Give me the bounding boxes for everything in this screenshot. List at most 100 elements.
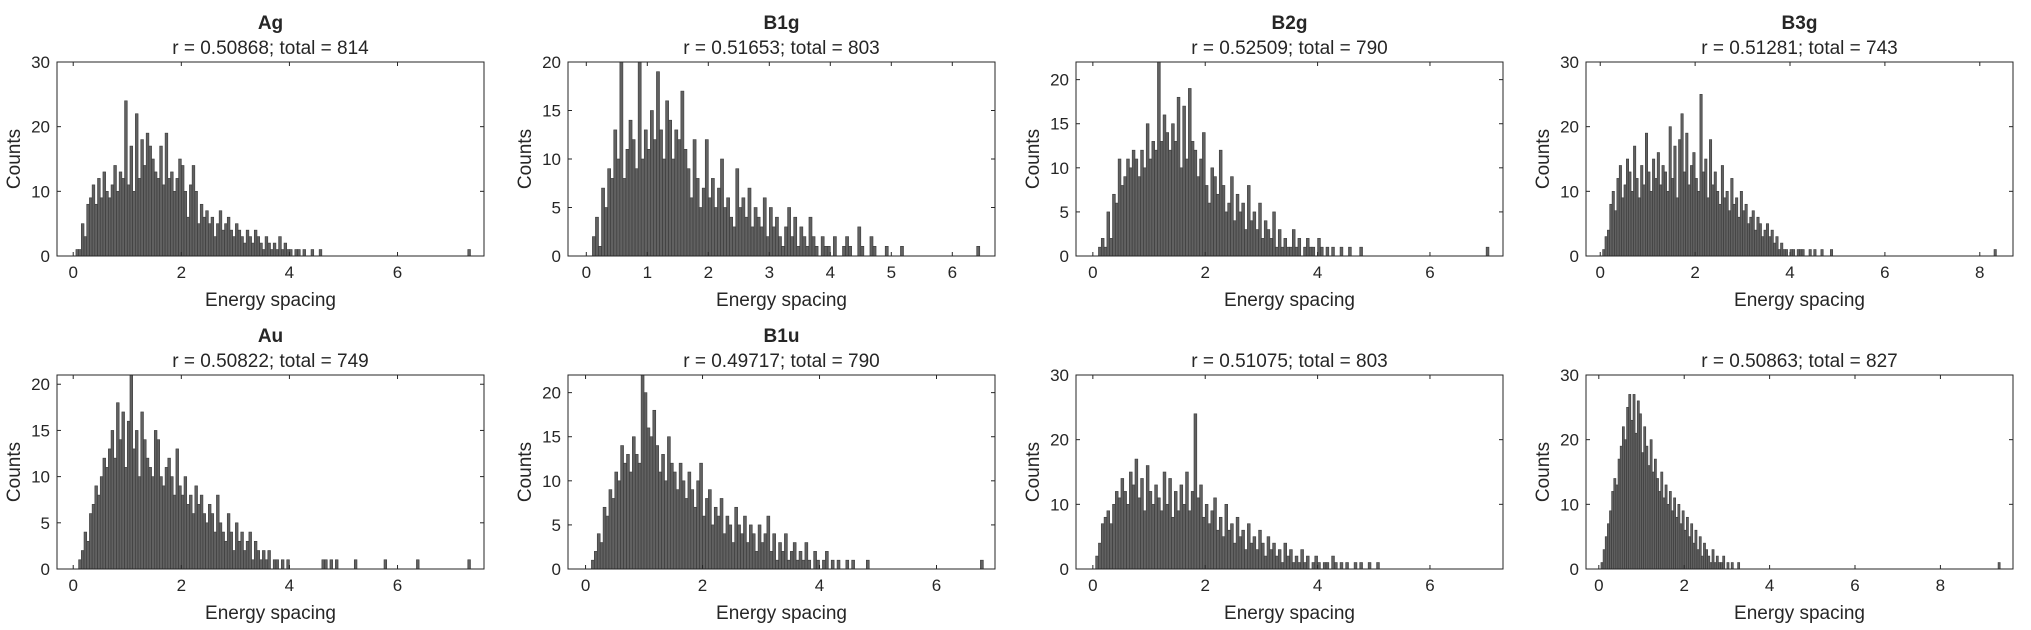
histogram-bar xyxy=(1679,523,1683,570)
x-tick-label: 6 xyxy=(932,576,941,595)
histogram-bar xyxy=(175,448,179,570)
histogram-bar xyxy=(619,61,624,257)
histogram-bar xyxy=(1303,246,1307,257)
histogram-bar xyxy=(1696,549,1700,570)
histogram-bar xyxy=(1244,229,1248,257)
histogram-bar xyxy=(1703,542,1706,570)
histogram-bar xyxy=(202,513,206,570)
histogram-bar xyxy=(253,229,258,257)
histogram-bar xyxy=(1100,238,1105,257)
histogram-bar xyxy=(738,207,743,257)
histogram-bar xyxy=(1190,141,1195,257)
y-tick-label: 20 xyxy=(542,384,561,403)
histogram-bar xyxy=(1109,523,1113,570)
histogram-bar xyxy=(1162,114,1167,257)
histogram-bar xyxy=(653,139,657,257)
histogram-bar xyxy=(1188,510,1192,570)
histogram-bar xyxy=(1120,185,1125,257)
histogram-bar xyxy=(1241,529,1245,570)
histogram-bar xyxy=(264,559,269,570)
histogram-bar xyxy=(753,207,758,257)
histogram-bar xyxy=(1754,229,1758,257)
histogram-bar xyxy=(1613,478,1617,570)
histogram-bar xyxy=(720,158,724,257)
histogram-bar xyxy=(170,476,174,570)
histogram-bar xyxy=(802,236,807,257)
histogram-bar xyxy=(741,197,746,257)
histogram-bar xyxy=(1735,197,1739,257)
histogram-bar xyxy=(172,494,177,570)
histogram-bar xyxy=(1098,542,1102,570)
histogram-bar xyxy=(1718,562,1721,570)
histogram-bar xyxy=(272,559,277,570)
histogram-bar xyxy=(857,226,862,257)
histogram-bar xyxy=(845,236,849,257)
histogram-bar xyxy=(1235,516,1240,570)
histogram-bar xyxy=(1645,445,1649,570)
histogram-bar xyxy=(132,448,136,570)
x-tick-label: 4 xyxy=(285,263,294,282)
histogram-bar xyxy=(775,559,779,570)
histogram-bar xyxy=(221,229,225,257)
histogram-bar xyxy=(1709,562,1713,570)
histogram-bar xyxy=(625,149,630,257)
histogram-bar xyxy=(1647,171,1651,257)
y-tick-label: 5 xyxy=(41,514,50,533)
histogram-bar xyxy=(795,559,800,570)
histogram-bar xyxy=(1616,178,1620,257)
x-tick-label: 2 xyxy=(704,263,713,282)
histogram-bar xyxy=(1196,176,1200,257)
histogram-bar xyxy=(197,504,201,570)
histogram-bar xyxy=(1230,523,1234,570)
histogram-bar xyxy=(1686,516,1689,570)
histogram-bar xyxy=(102,457,106,570)
histogram-bar xyxy=(113,457,117,570)
histogram-bar xyxy=(756,216,761,257)
histogram-bar xyxy=(1345,562,1349,570)
histogram-bar xyxy=(248,236,252,257)
histogram-bar xyxy=(1668,126,1672,257)
chart-title: Ag xyxy=(258,13,283,34)
histogram-bar xyxy=(1322,562,1327,570)
histogram-bar xyxy=(1109,238,1113,257)
histogram-bar xyxy=(743,515,747,570)
histogram-bar xyxy=(1722,555,1726,570)
histogram-bar xyxy=(976,246,981,257)
histogram-bar xyxy=(1159,141,1164,257)
histogram-bar xyxy=(778,236,782,257)
histogram-bar xyxy=(789,551,794,570)
histogram-bar xyxy=(1306,238,1310,257)
histogram-bar xyxy=(1671,178,1675,257)
histogram-bar xyxy=(1249,220,1254,257)
histogram-bar xyxy=(613,129,618,257)
histogram-bar xyxy=(1140,478,1144,570)
histogram-bar xyxy=(1227,529,1231,570)
histogram-bar xyxy=(723,207,727,257)
histogram-bar xyxy=(1707,555,1711,570)
histogram-bar xyxy=(1699,94,1703,257)
histogram-bar xyxy=(1297,562,1302,570)
histogram-panel: 0 2 4 6 0 10 20 30 Ag r = 0.50868; total = 814 Ene… xyxy=(4,13,485,311)
histogram-bar xyxy=(259,559,263,570)
histogram-bar xyxy=(1269,549,1273,570)
histogram-bar xyxy=(670,462,674,570)
histogram-bar xyxy=(1763,229,1767,257)
histogram-bar xyxy=(1145,465,1150,570)
histogram-bar xyxy=(1233,542,1237,570)
y-tick-label: 5 xyxy=(552,199,561,218)
histogram-bar xyxy=(116,402,120,570)
histogram-bar xyxy=(137,476,142,570)
histogram-bar xyxy=(1770,229,1774,257)
histogram-bar xyxy=(1649,439,1653,570)
histogram-bar xyxy=(677,139,682,257)
histogram-bar xyxy=(664,480,668,570)
histogram-bar xyxy=(1126,504,1130,570)
histogram-bar xyxy=(784,533,788,570)
histogram-bar xyxy=(900,246,904,257)
histogram-bar xyxy=(1654,458,1657,570)
histogram-bar xyxy=(1662,497,1666,570)
histogram-bar xyxy=(383,559,388,570)
histogram-bar xyxy=(1739,191,1743,257)
histogram-bar xyxy=(124,100,128,257)
histogram-bar xyxy=(1221,536,1226,570)
